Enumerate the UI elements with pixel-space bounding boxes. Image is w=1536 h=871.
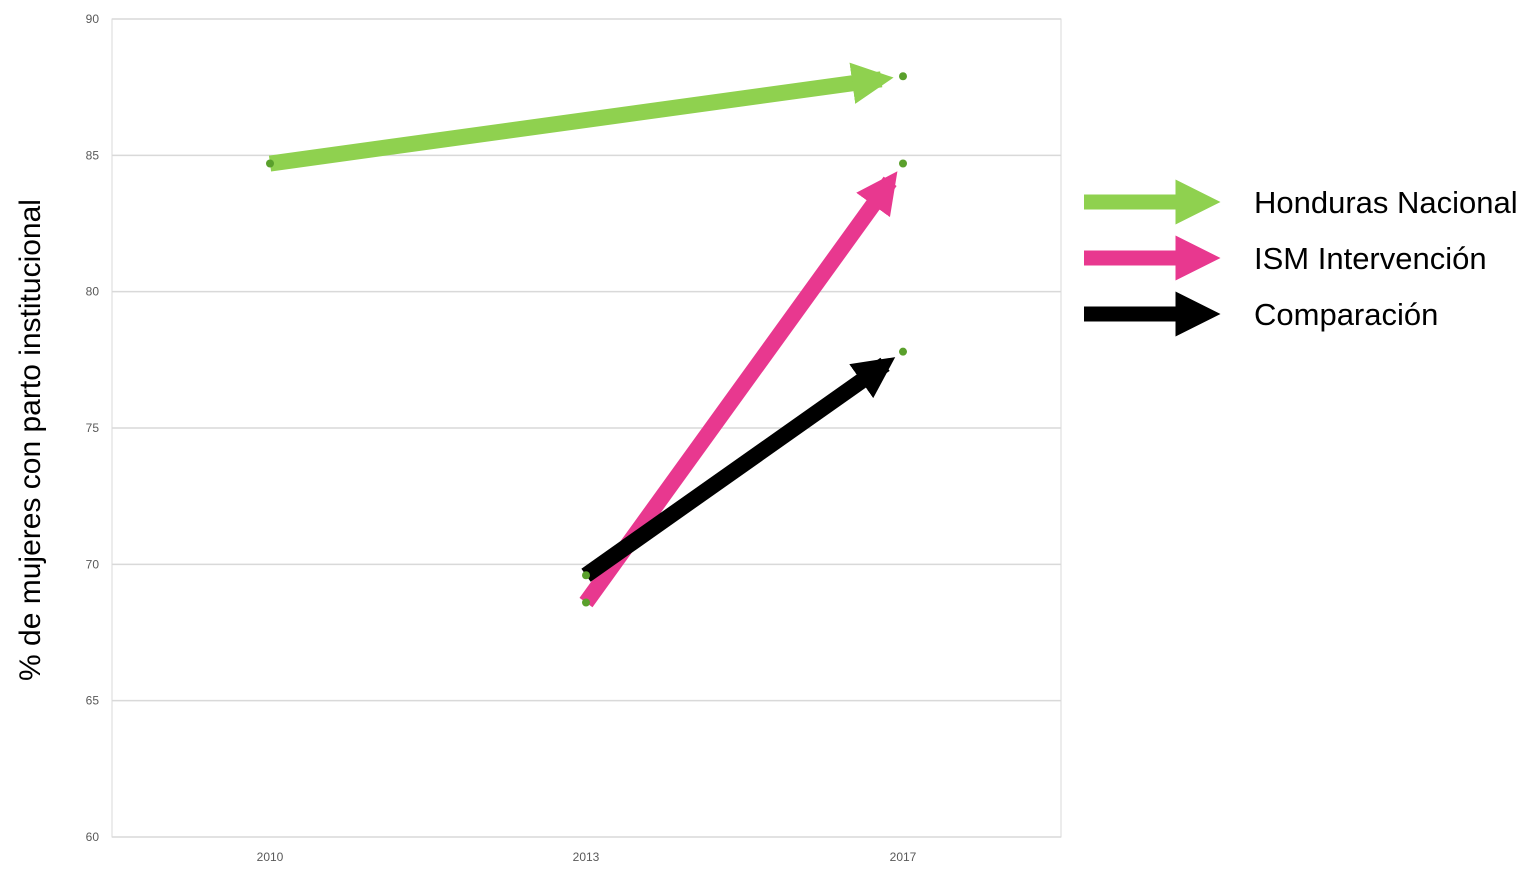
legend-label: ISM Intervención — [1254, 241, 1487, 276]
y-gridlines — [112, 18, 1061, 838]
y-tick-label: 75 — [86, 421, 100, 435]
data-point — [899, 347, 907, 356]
y-tick-label: 70 — [86, 557, 100, 571]
y-axis-label: % de mujeres con parto institucional — [14, 199, 47, 681]
x-axis-ticks: 2010 2013 2017 — [257, 850, 917, 864]
series-markers — [266, 72, 907, 607]
x-tick-label: 2010 — [257, 850, 284, 864]
data-point — [899, 159, 907, 168]
x-tick-label: 2013 — [573, 850, 600, 864]
data-point — [582, 598, 590, 607]
y-tick-label: 85 — [86, 148, 100, 162]
y-tick-label: 90 — [86, 12, 100, 26]
data-point — [266, 159, 274, 168]
data-point — [899, 72, 907, 81]
series-lines — [268, 62, 898, 608]
legend-label: Honduras Nacional — [1254, 185, 1518, 220]
y-axis-ticks: 60 65 70 75 80 85 90 — [86, 12, 100, 844]
legend: Honduras Nacional ISM Intervención Compara… — [1084, 179, 1518, 337]
x-tick-label: 2017 — [890, 850, 917, 864]
y-tick-label: 60 — [86, 830, 100, 844]
series-line-2 — [581, 357, 896, 582]
y-tick-label: 80 — [86, 285, 100, 299]
series-line-0 — [268, 62, 894, 172]
legend-label: Comparación — [1254, 297, 1438, 332]
data-point — [582, 571, 590, 580]
y-tick-label: 65 — [86, 694, 100, 708]
